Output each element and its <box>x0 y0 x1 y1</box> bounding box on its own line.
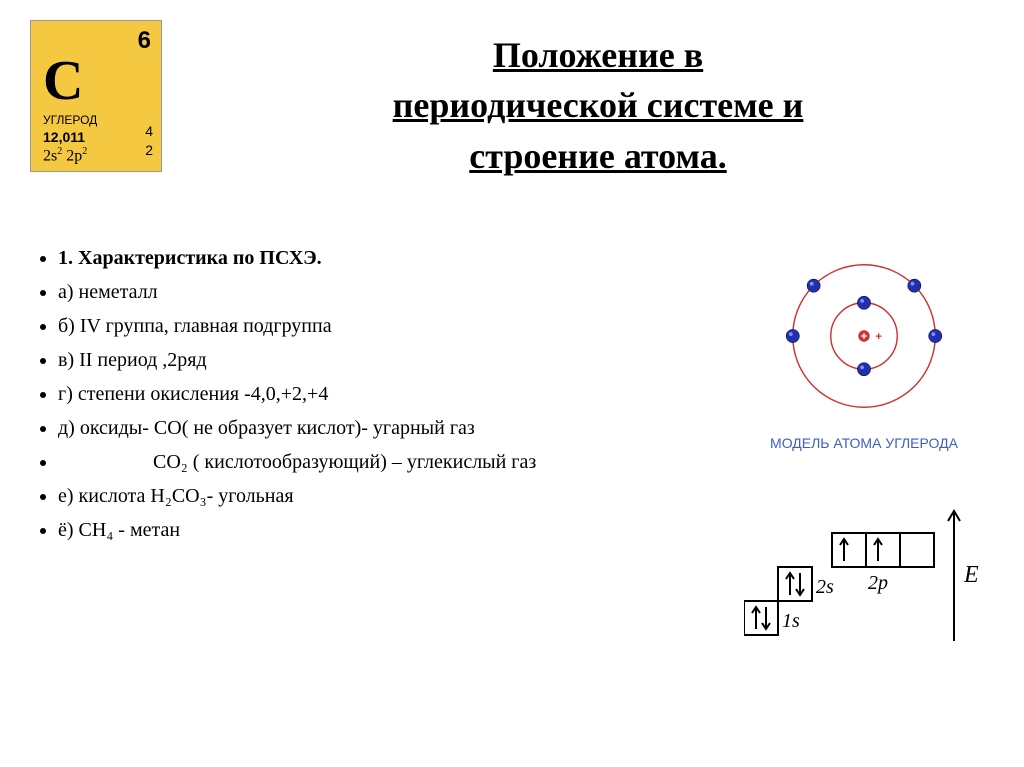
orbital-diagram: 1s 2s 2p E <box>744 491 984 651</box>
shell-4: 4 <box>145 122 153 142</box>
title-line1: Положение в <box>493 35 703 75</box>
title-line2: периодической системе и <box>393 85 804 125</box>
top-row: 6 C УГЛЕРОД 12,011 2s2 2p2 4 2 Положение… <box>30 20 994 181</box>
list-item: б) IV группа, главная подгруппа <box>58 309 704 343</box>
electron-config: 2s2 2p2 <box>43 146 87 165</box>
list-item: д) оксиды- CO( не образует кислот)- угар… <box>58 411 704 445</box>
svg-text:E: E <box>963 562 979 588</box>
atomic-mass: 12,011 <box>43 129 85 145</box>
title-line3: строение атома. <box>469 136 726 176</box>
list-item: ё) CH₄ - метан <box>58 513 704 547</box>
svg-text:1s: 1s <box>782 610 800 632</box>
atom-model-caption: МОДЕЛЬ АТОМА УГЛЕРОДА <box>770 435 958 451</box>
content-row: 1. Характеристика по ПСХЭ.а) неметаллб) … <box>30 241 994 651</box>
list-item: г) степени окисления -4,0,+2,+4 <box>58 377 704 411</box>
atom-model-diagram: + <box>764 241 964 431</box>
characteristics-list: 1. Характеристика по ПСХЭ.а) неметаллб) … <box>30 241 704 651</box>
list-header: 1. Характеристика по ПСХЭ. <box>58 241 704 275</box>
svg-text:2s: 2s <box>816 576 834 598</box>
shell-2: 2 <box>145 141 153 161</box>
right-column: + МОДЕЛЬ АТОМА УГЛЕРОДА 1s 2s 2p E <box>734 241 994 651</box>
element-symbol: C <box>43 49 83 113</box>
list-item: е) кислота H₂CO₃- угольная <box>58 479 704 513</box>
page-title: Положение в периодической системе и стро… <box>202 30 994 181</box>
svg-text:+: + <box>875 331 882 343</box>
shell-numbers: 4 2 <box>145 122 153 161</box>
svg-text:2p: 2p <box>868 572 888 594</box>
list-item: в) II период ,2ряд <box>58 343 704 377</box>
atomic-number: 6 <box>138 27 151 55</box>
list-item: CO₂ ( кислотообразующий) – углекислый га… <box>58 445 704 479</box>
title-block: Положение в периодической системе и стро… <box>202 20 994 181</box>
element-tile: 6 C УГЛЕРОД 12,011 2s2 2p2 4 2 <box>30 20 162 172</box>
element-name: УГЛЕРОД <box>43 113 97 127</box>
list-item: а) неметалл <box>58 275 704 309</box>
